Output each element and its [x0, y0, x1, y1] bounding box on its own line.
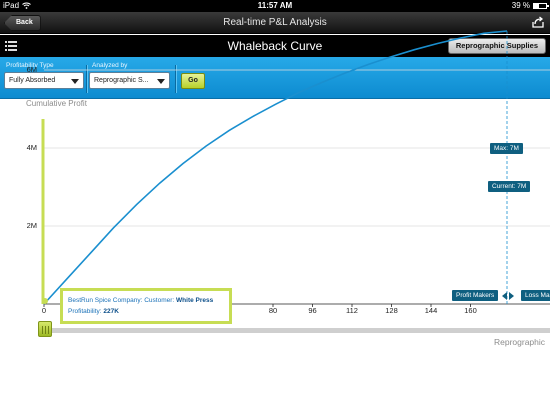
chevron-down-icon: [71, 79, 79, 84]
filter-divider: [175, 65, 176, 93]
tooltip-customer-prefix: BestRun Spice Company: Customer:: [68, 297, 175, 304]
profitability-type-value: Fully Absorbed: [9, 77, 56, 84]
list-menu-icon[interactable]: [5, 41, 17, 51]
x-tick-label: 160: [464, 306, 477, 315]
nav-bar: Back Real-time P&L Analysis: [0, 12, 550, 34]
profitability-type-select[interactable]: Fully Absorbed: [4, 72, 84, 89]
chart-title: Whaleback Curve: [227, 39, 323, 53]
chart-header: Whaleback Curve Reprographic Supplies: [0, 35, 550, 57]
x-tick-label: 96: [308, 306, 317, 315]
device-name: iPad: [3, 1, 20, 10]
y-axis-title: Cumulative Profit: [26, 99, 87, 108]
swap-arrows-icon: [502, 292, 514, 300]
y-tick-label: 6M: [26, 65, 37, 74]
x-tick-label: 80: [268, 306, 278, 315]
max-label: Max: 7M: [490, 143, 523, 154]
battery-icon: [533, 2, 549, 9]
x-tick-marks: [43, 304, 471, 307]
tooltip-profitability-prefix: Profitability:: [68, 308, 102, 315]
battery-percent: 39 %: [511, 1, 530, 10]
tooltip-customer-name: White Press: [176, 297, 214, 304]
back-button[interactable]: Back: [4, 15, 41, 31]
x-tick-label: 144: [424, 306, 438, 315]
filter-divider: [86, 65, 87, 93]
clock: 11:57 AM: [257, 1, 293, 10]
tooltip-profitability-value: 227K: [103, 308, 119, 315]
data-points: [43, 30, 508, 305]
page-title: Real-time P&L Analysis: [223, 17, 327, 28]
current-label: Current: 7M: [488, 181, 531, 192]
profit-makers-label[interactable]: Profit Makers: [452, 290, 499, 301]
chevron-down-icon: [157, 79, 165, 84]
category-button[interactable]: Reprographic Supplies: [447, 38, 546, 54]
filter-bar: Profitability Type Fully Absorbed Analyz…: [0, 57, 550, 99]
loss-makers-label[interactable]: Loss Ma: [521, 290, 550, 301]
x-tick-label: 0: [41, 306, 47, 315]
profitability-type-label: Profitability Type: [6, 62, 54, 69]
data-tooltip: BestRun Spice Company: Customer: White P…: [60, 288, 232, 324]
grid-lines: [44, 69, 550, 227]
wifi-icon: [22, 2, 31, 9]
y-tick-label: 4M: [26, 143, 37, 152]
scroll-handle[interactable]: [38, 321, 52, 337]
chart-scrollbar[interactable]: [40, 328, 550, 333]
x-axis-title: Reprographic: [494, 337, 546, 347]
tooltip-line-2: Profitability: 227K: [68, 306, 225, 317]
analyzed-by-value: Reprographic S...: [94, 77, 149, 84]
selected-point: [42, 298, 48, 304]
analyzed-by-label: Analyzed by: [92, 62, 128, 69]
tooltip-line-1: BestRun Spice Company: Customer: White P…: [68, 295, 225, 306]
analyzed-by-select[interactable]: Reprographic S...: [89, 72, 170, 89]
series-line: [43, 30, 508, 305]
x-tick-label: 128: [385, 306, 398, 315]
go-button[interactable]: Go: [181, 73, 205, 89]
x-tick-label: 112: [346, 306, 358, 315]
share-icon[interactable]: [532, 16, 544, 28]
y-tick-label: 2M: [26, 221, 37, 230]
status-bar: iPad 11:57 AM 39 %: [0, 0, 550, 12]
